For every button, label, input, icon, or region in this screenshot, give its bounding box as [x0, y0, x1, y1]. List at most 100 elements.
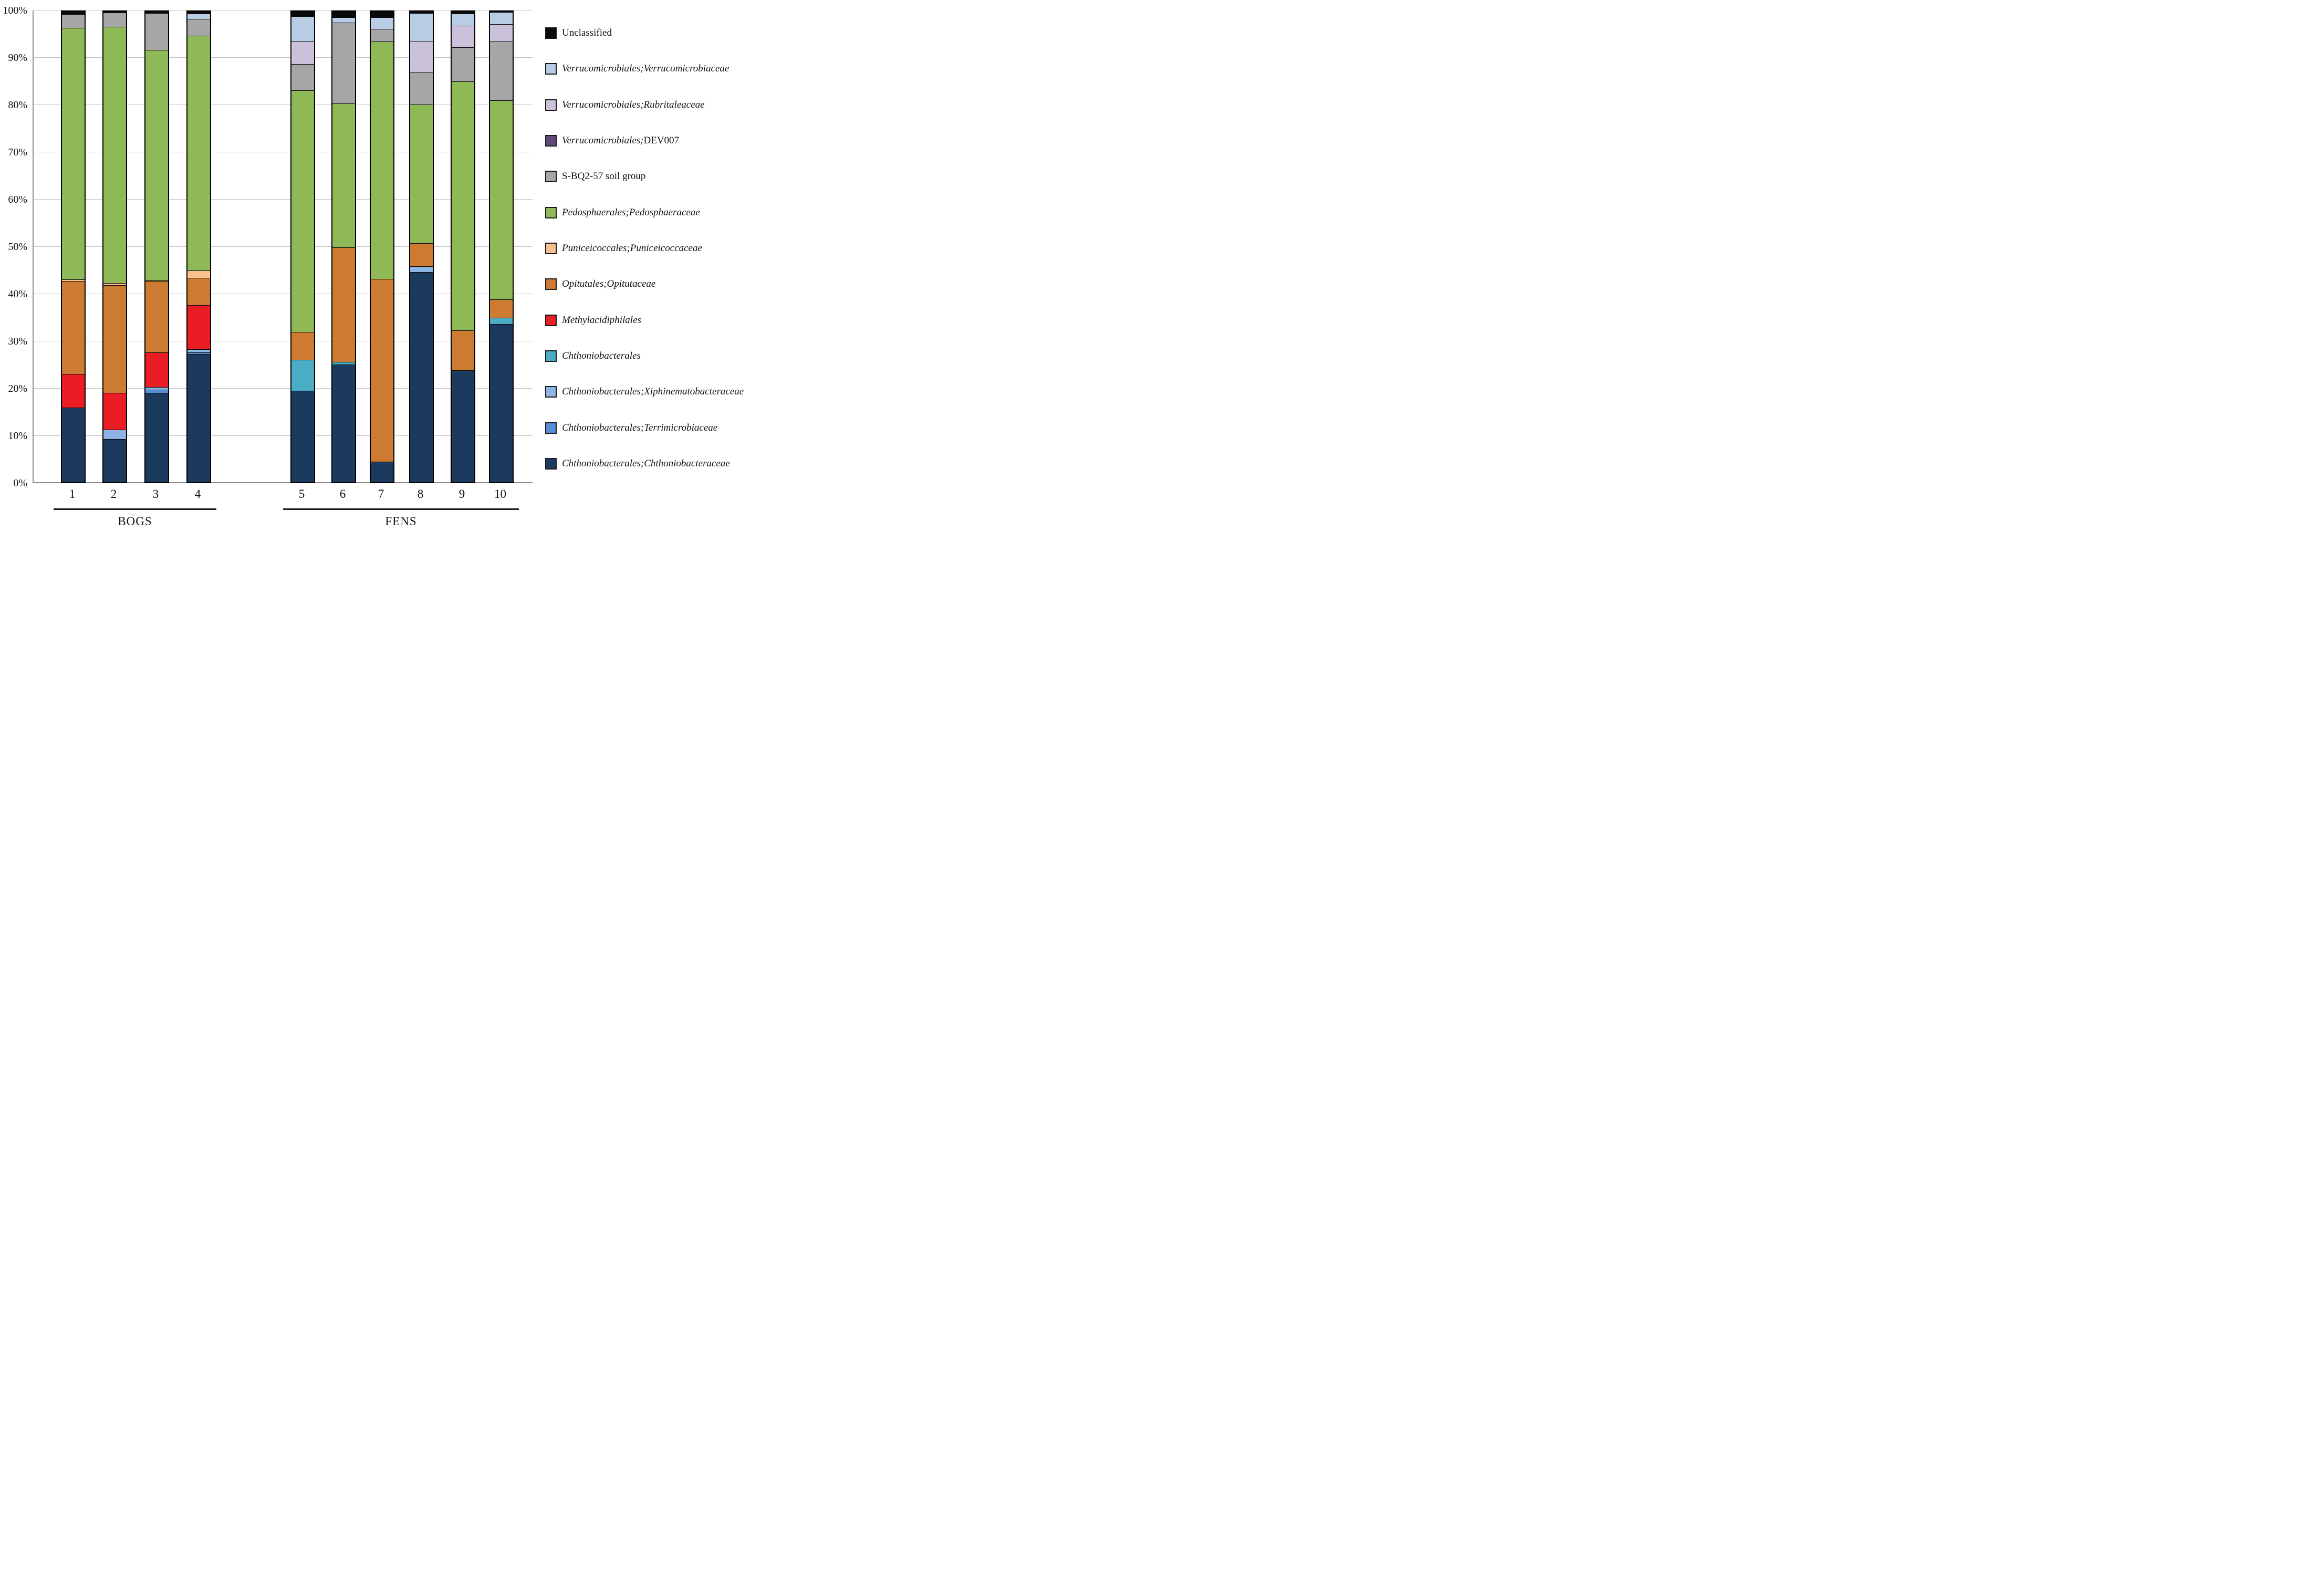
- legend-item: Unclassified: [545, 27, 771, 39]
- segment: [371, 461, 393, 482]
- legend-item: S-BQ2-57 soil group: [545, 171, 771, 183]
- bar-sample-2: [102, 11, 127, 483]
- segment: [145, 392, 168, 482]
- segment: [452, 13, 474, 26]
- group-label-bogs: BOGS: [118, 515, 152, 528]
- y-tick-label: 40%: [8, 288, 27, 300]
- gridline: [34, 246, 533, 247]
- segment: [145, 390, 168, 393]
- segment: [490, 100, 513, 300]
- segment: [452, 25, 474, 48]
- legend-label: Chthoniobacterales: [562, 350, 641, 361]
- segment: [145, 280, 168, 282]
- y-tick-label: 30%: [8, 336, 27, 347]
- segment: [145, 281, 168, 352]
- legend-swatch-icon: [545, 171, 557, 183]
- gridline: [34, 10, 533, 11]
- x-tick-label: 5: [298, 487, 305, 501]
- segment: [291, 391, 314, 482]
- bar-sample-9: [451, 11, 475, 483]
- plot-area: [33, 10, 533, 483]
- group-label-fens: FENS: [385, 515, 417, 528]
- bar-sample-7: [370, 11, 394, 483]
- legend-label: Pedosphaerales;Pedosphaeraceae: [562, 206, 700, 218]
- y-tick-label: 100%: [3, 5, 27, 16]
- legend-item: Verrucomicrobiales;Rubritaleaceae: [545, 99, 771, 111]
- y-tick-label: 70%: [8, 147, 27, 158]
- legend-swatch-icon: [545, 350, 557, 362]
- legend-item: Verrucomicrobiales;DEV007: [545, 134, 771, 147]
- segment: [291, 64, 314, 90]
- legend-label: Verrucomicrobiales;DEV007: [562, 134, 680, 146]
- legend-item: Methylacidiphilales: [545, 314, 771, 326]
- segment: [291, 41, 314, 64]
- segment: [490, 318, 513, 324]
- group-underline: [283, 508, 519, 510]
- x-axis-labels: 1 2 3 4 5 6 7 8 9 10: [33, 487, 532, 505]
- legend-item: Opitutales;Opitutaceae: [545, 278, 771, 290]
- legend-label: Opitutales;Opitutaceae: [562, 278, 656, 290]
- x-tick-label: 8: [417, 487, 424, 501]
- x-tick-label: 7: [378, 487, 384, 501]
- segment: [187, 349, 210, 352]
- legend-label: Methylacidiphilales: [562, 314, 641, 326]
- legend-item: Chthoniobacterales;Terrimicrobiaceae: [545, 422, 771, 434]
- legend-item: Pedosphaerales;Pedosphaeraceae: [545, 206, 771, 218]
- legend-swatch-icon: [545, 63, 557, 75]
- legend-label: Verrucomicrobiales;Verrucomicrobiaceae: [562, 63, 729, 75]
- segment: [332, 17, 355, 23]
- segment: [103, 285, 126, 393]
- segment: [490, 41, 513, 101]
- gridline: [34, 435, 533, 436]
- segment: [187, 278, 210, 306]
- legend: Unclassified Verrucomicrobiales;Verrucomi…: [545, 27, 771, 470]
- x-tick-label: 2: [110, 487, 117, 501]
- segment: [452, 47, 474, 81]
- legend-swatch-icon: [545, 27, 557, 39]
- segment: [410, 243, 433, 266]
- legend-item: Verrucomicrobiales;Verrucomicrobiaceae: [545, 63, 771, 75]
- segment: [332, 361, 355, 364]
- legend-label: Chthoniobacterales;Terrimicrobiaceae: [562, 422, 718, 433]
- y-tick-label: 10%: [8, 430, 27, 442]
- bar-sample-5: [290, 11, 315, 483]
- legend-swatch-icon: [545, 242, 557, 254]
- segment: [103, 439, 126, 482]
- segment: [410, 40, 433, 72]
- segment: [490, 12, 513, 25]
- segment: [62, 408, 85, 482]
- legend-swatch-icon: [545, 278, 557, 290]
- legend-swatch-icon: [545, 457, 557, 470]
- legend-swatch-icon: [545, 134, 557, 147]
- x-tick-label: 9: [458, 487, 465, 501]
- y-tick-label: 0%: [13, 477, 27, 489]
- segment: [187, 352, 210, 355]
- segment: [145, 49, 168, 280]
- segment: [103, 12, 126, 13]
- segment: [410, 12, 433, 13]
- legend-item: Chthoniobacterales: [545, 350, 771, 362]
- segment: [187, 12, 210, 14]
- segment: [145, 12, 168, 13]
- segment: [332, 12, 355, 17]
- y-tick-label: 80%: [8, 99, 27, 111]
- legend-swatch-icon: [545, 422, 557, 434]
- segment: [291, 12, 314, 17]
- segment: [452, 370, 474, 482]
- segment: [103, 26, 126, 284]
- bar-sample-8: [409, 11, 434, 483]
- gridline: [34, 57, 533, 58]
- x-tick-label: 4: [194, 487, 201, 501]
- segment: [410, 72, 433, 105]
- gridline: [34, 388, 533, 389]
- segment: [145, 13, 168, 50]
- stacked-bar-chart: 0% 10% 20% 30% 40% 50% 60% 70% 80% 90% 100% 1 2 3 4 5 6…: [0, 0, 775, 528]
- segment: [145, 352, 168, 388]
- y-tick-label: 90%: [8, 52, 27, 64]
- segment: [371, 12, 393, 17]
- segment: [187, 35, 210, 270]
- legend-label: S-BQ2-57 soil group: [562, 171, 646, 182]
- legend-item: Chthoniobacterales;Chthoniobacteraceae: [545, 457, 771, 470]
- segment: [103, 429, 126, 439]
- segment: [62, 373, 85, 408]
